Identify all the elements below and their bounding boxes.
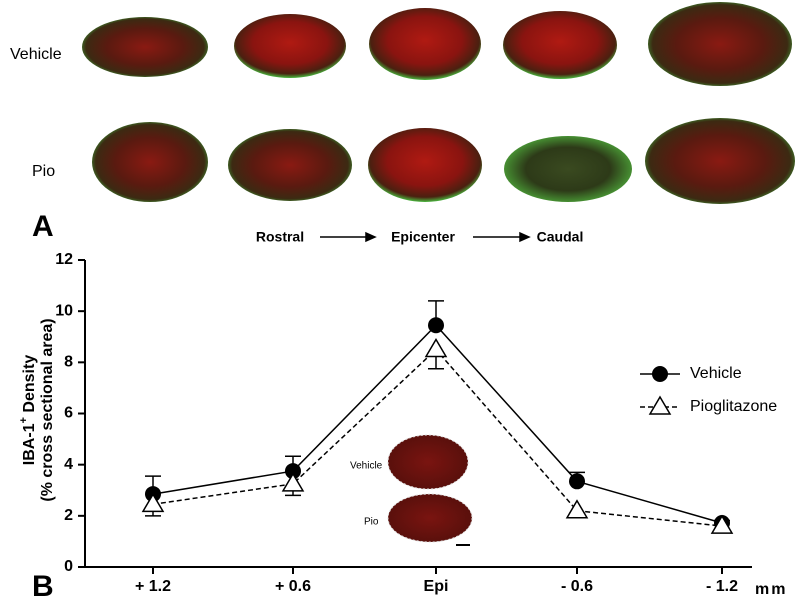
section-images [82,2,795,204]
section-image [234,14,346,78]
legend-marker [652,366,668,382]
y-axis-label: IBA-1+ Density [18,355,38,466]
section-image [82,17,208,77]
data-point [424,338,448,358]
direction-label: Epicenter [391,229,455,245]
y-axis-label: (% cross sectional area) [39,318,56,501]
direction-label: Caudal [537,229,584,245]
arrows [320,231,531,243]
y-label-text: IBA-1 [21,423,38,465]
legend-label: Vehicle [690,365,742,382]
y-tick-label: 12 [55,251,73,268]
y-tick-label: 8 [64,354,73,371]
x-tick-label: + 1.2 [135,578,171,595]
y-tick-label: 6 [64,405,73,422]
legend-label: Pioglitazone [690,398,777,415]
section-image [648,2,792,86]
y-label-sup: + [18,417,30,423]
data-point [141,492,165,513]
y-tick-label: 0 [64,558,73,575]
inset-label: Vehicle [350,461,383,472]
inset-label: Pio [364,517,379,528]
panel-label: A [32,210,54,243]
x-tick-label: Epi [424,578,449,595]
x-unit: mm [755,581,787,598]
y-tick-label: 4 [64,456,73,473]
inset: Vehicle Pio [350,434,473,546]
inset-image [387,493,473,543]
y-tick-label: 2 [64,507,73,524]
section-image [504,136,632,202]
section-image [645,118,795,204]
data-point [569,473,585,490]
section-image [228,129,352,201]
row-label: Pio [32,163,55,180]
data-point [428,317,444,334]
y-tick-label: 10 [55,302,73,319]
data-point [281,472,305,492]
section-image [92,122,208,202]
x-tick-label: + 0.6 [275,578,311,595]
data-point [285,463,301,480]
section-image [368,128,482,202]
y-label-text: Density [21,355,38,417]
data-point [565,499,589,519]
data-point [710,514,734,534]
section-image [369,8,481,80]
x-tick-label: - 0.6 [561,578,593,595]
panel-label: B [32,570,54,603]
inset-image [387,434,469,490]
x-tick-label: - 1.2 [706,578,738,595]
legend-marker [648,395,672,415]
section-image [503,11,617,79]
row-label: Vehicle [10,46,62,63]
direction-label: Rostral [256,229,304,245]
